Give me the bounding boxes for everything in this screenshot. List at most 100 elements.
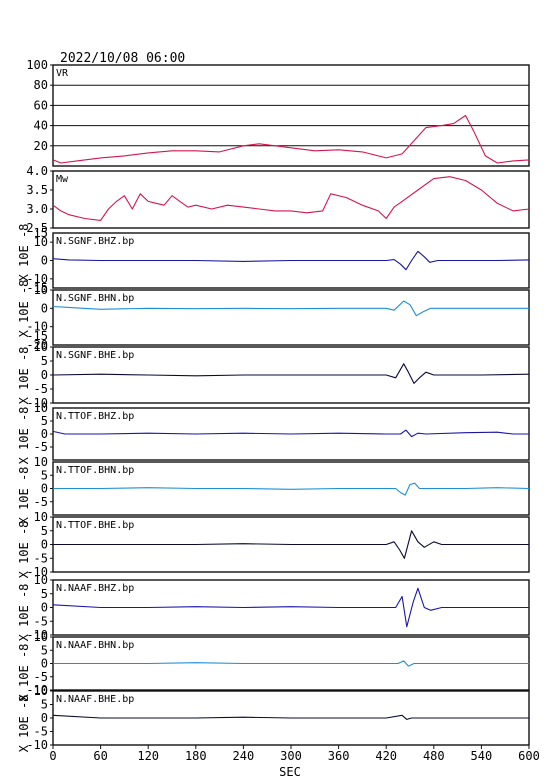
panel: 2.5 3.0 3.5 4.0 Mw (26, 164, 530, 235)
y-tick-label: 80 (34, 78, 48, 92)
y-tick-label: -15 (26, 329, 48, 343)
y-tick-label: 5 (41, 414, 48, 428)
x-tick-label: 120 (137, 749, 159, 763)
y-tick-label: 4.0 (26, 164, 48, 178)
x-tick-label: 420 (375, 749, 397, 763)
y-tick-label: -10 (26, 738, 48, 752)
x-tick-label: 0 (49, 749, 56, 763)
x-axis-label: SEC (279, 765, 301, 779)
y-tick-label: -5 (34, 614, 48, 628)
panel-frame (52, 289, 530, 346)
y-tick-label: 10 (34, 510, 48, 524)
y-tick-label: 2.5 (26, 221, 48, 235)
panel-name: N.NAAF.BHN.bp (56, 640, 134, 651)
unit-label: X 10E -8 (17, 224, 31, 282)
series-line (52, 714, 529, 720)
panels-group: 20406080100VR2.53.03.54.0Mw-10010-1515N.… (17, 58, 530, 753)
unit-label: X 10E -8 (17, 521, 31, 579)
y-tick-label: -10 (26, 396, 48, 410)
y-tick-label: 40 (34, 119, 48, 133)
panel-name: N.SGNF.BHE.bp (56, 350, 134, 361)
y-tick-label: 0 (41, 657, 48, 671)
panel-name: N.SGNF.BHZ.bp (56, 236, 134, 247)
y-tick-label: -10 (26, 628, 48, 642)
panel-frame (52, 170, 530, 229)
y-tick-label: 0 (41, 254, 48, 268)
series-line (53, 530, 529, 559)
series-line (52, 429, 529, 438)
unit-label: X 10E -8 (17, 644, 31, 702)
panel-name: VR (56, 68, 69, 79)
y-tick-label: -10 (26, 320, 48, 334)
x-tick-label: 180 (185, 749, 207, 763)
series-line (52, 363, 530, 384)
y-tick-label: 10 (34, 340, 48, 354)
x-tick-label: 360 (328, 749, 350, 763)
y-tick-label: 5 (41, 468, 48, 482)
panel-name: N.NAAF.BHE.bp (56, 694, 134, 705)
x-tick-label: 300 (280, 749, 302, 763)
y-tick-label: 0 (41, 711, 48, 725)
y-tick-label: -5 (34, 551, 48, 565)
series-line (52, 176, 530, 221)
y-tick-label: 5 (41, 354, 48, 368)
series-line (52, 250, 530, 271)
panel-name: N.TTOF.BHE.bp (56, 520, 134, 531)
x-tick-label: 480 (423, 749, 445, 763)
y-tick-label: 0 (41, 301, 48, 315)
y-tick-label: -5 (34, 382, 48, 396)
series-line (52, 300, 529, 317)
y-tick-label: 0 (41, 538, 48, 552)
y-tick-label: 5 (41, 587, 48, 601)
y-tick-label: 10 (34, 401, 48, 415)
y-tick-label: -5 (34, 670, 48, 684)
series-line (52, 114, 530, 164)
y-tick-label: -10 (26, 272, 48, 286)
y-tick-label: 15 (34, 226, 48, 240)
y-tick-label: -5 (34, 725, 48, 739)
unit-label: X 10E -8 (17, 695, 31, 753)
x-axis: 0 60 120 180 240 300 360 420 480 540 600 (49, 745, 540, 763)
series-line (53, 660, 529, 667)
y-tick-label: 60 (34, 98, 48, 112)
panel-name: N.NAAF.BHZ.bp (56, 583, 134, 594)
unit-label: X 10E -8 (17, 407, 31, 465)
x-tick-label: 240 (233, 749, 255, 763)
panel-name: Mw (56, 174, 69, 185)
x-tick-label: 540 (471, 749, 493, 763)
y-tick-label: -10 (26, 683, 48, 697)
y-tick-label: -5 (34, 495, 48, 509)
panel-name: N.SGNF.BHN.bp (56, 293, 134, 304)
y-tick-label: 0 (41, 427, 48, 441)
y-tick-label: 10 (34, 630, 48, 644)
y-tick-label: 10 (34, 455, 48, 469)
unit-label: X 10E -8 (17, 467, 31, 525)
panel: -10-505 10 N.NAAF.BHZ.bp (26, 573, 530, 642)
y-tick-label: 5 (41, 643, 48, 657)
y-tick-label: -5 (34, 440, 48, 454)
series-line (52, 587, 529, 628)
x-tick-label: 60 (93, 749, 107, 763)
y-tick-label: 0 (41, 601, 48, 615)
y-tick-label: 3.5 (26, 183, 48, 197)
y-tick-label: 0 (41, 482, 48, 496)
y-tick-label: -10 (26, 565, 48, 579)
y-tick-label: 10 (34, 684, 48, 698)
unit-label: X 10E -8 (17, 280, 31, 338)
y-tick-label: 10 (34, 235, 48, 249)
x-tick-label: 600 (518, 749, 540, 763)
unit-label: X 10E -8 (17, 347, 31, 405)
datetime-label: 2022/10/08 06:00 (60, 51, 185, 66)
y-tick-label: 10 (34, 283, 48, 297)
y-tick-label: -20 (26, 338, 48, 352)
y-tick-label: -15 (26, 281, 48, 295)
y-tick-label: 100 (26, 58, 48, 72)
panel-frame (52, 64, 530, 167)
